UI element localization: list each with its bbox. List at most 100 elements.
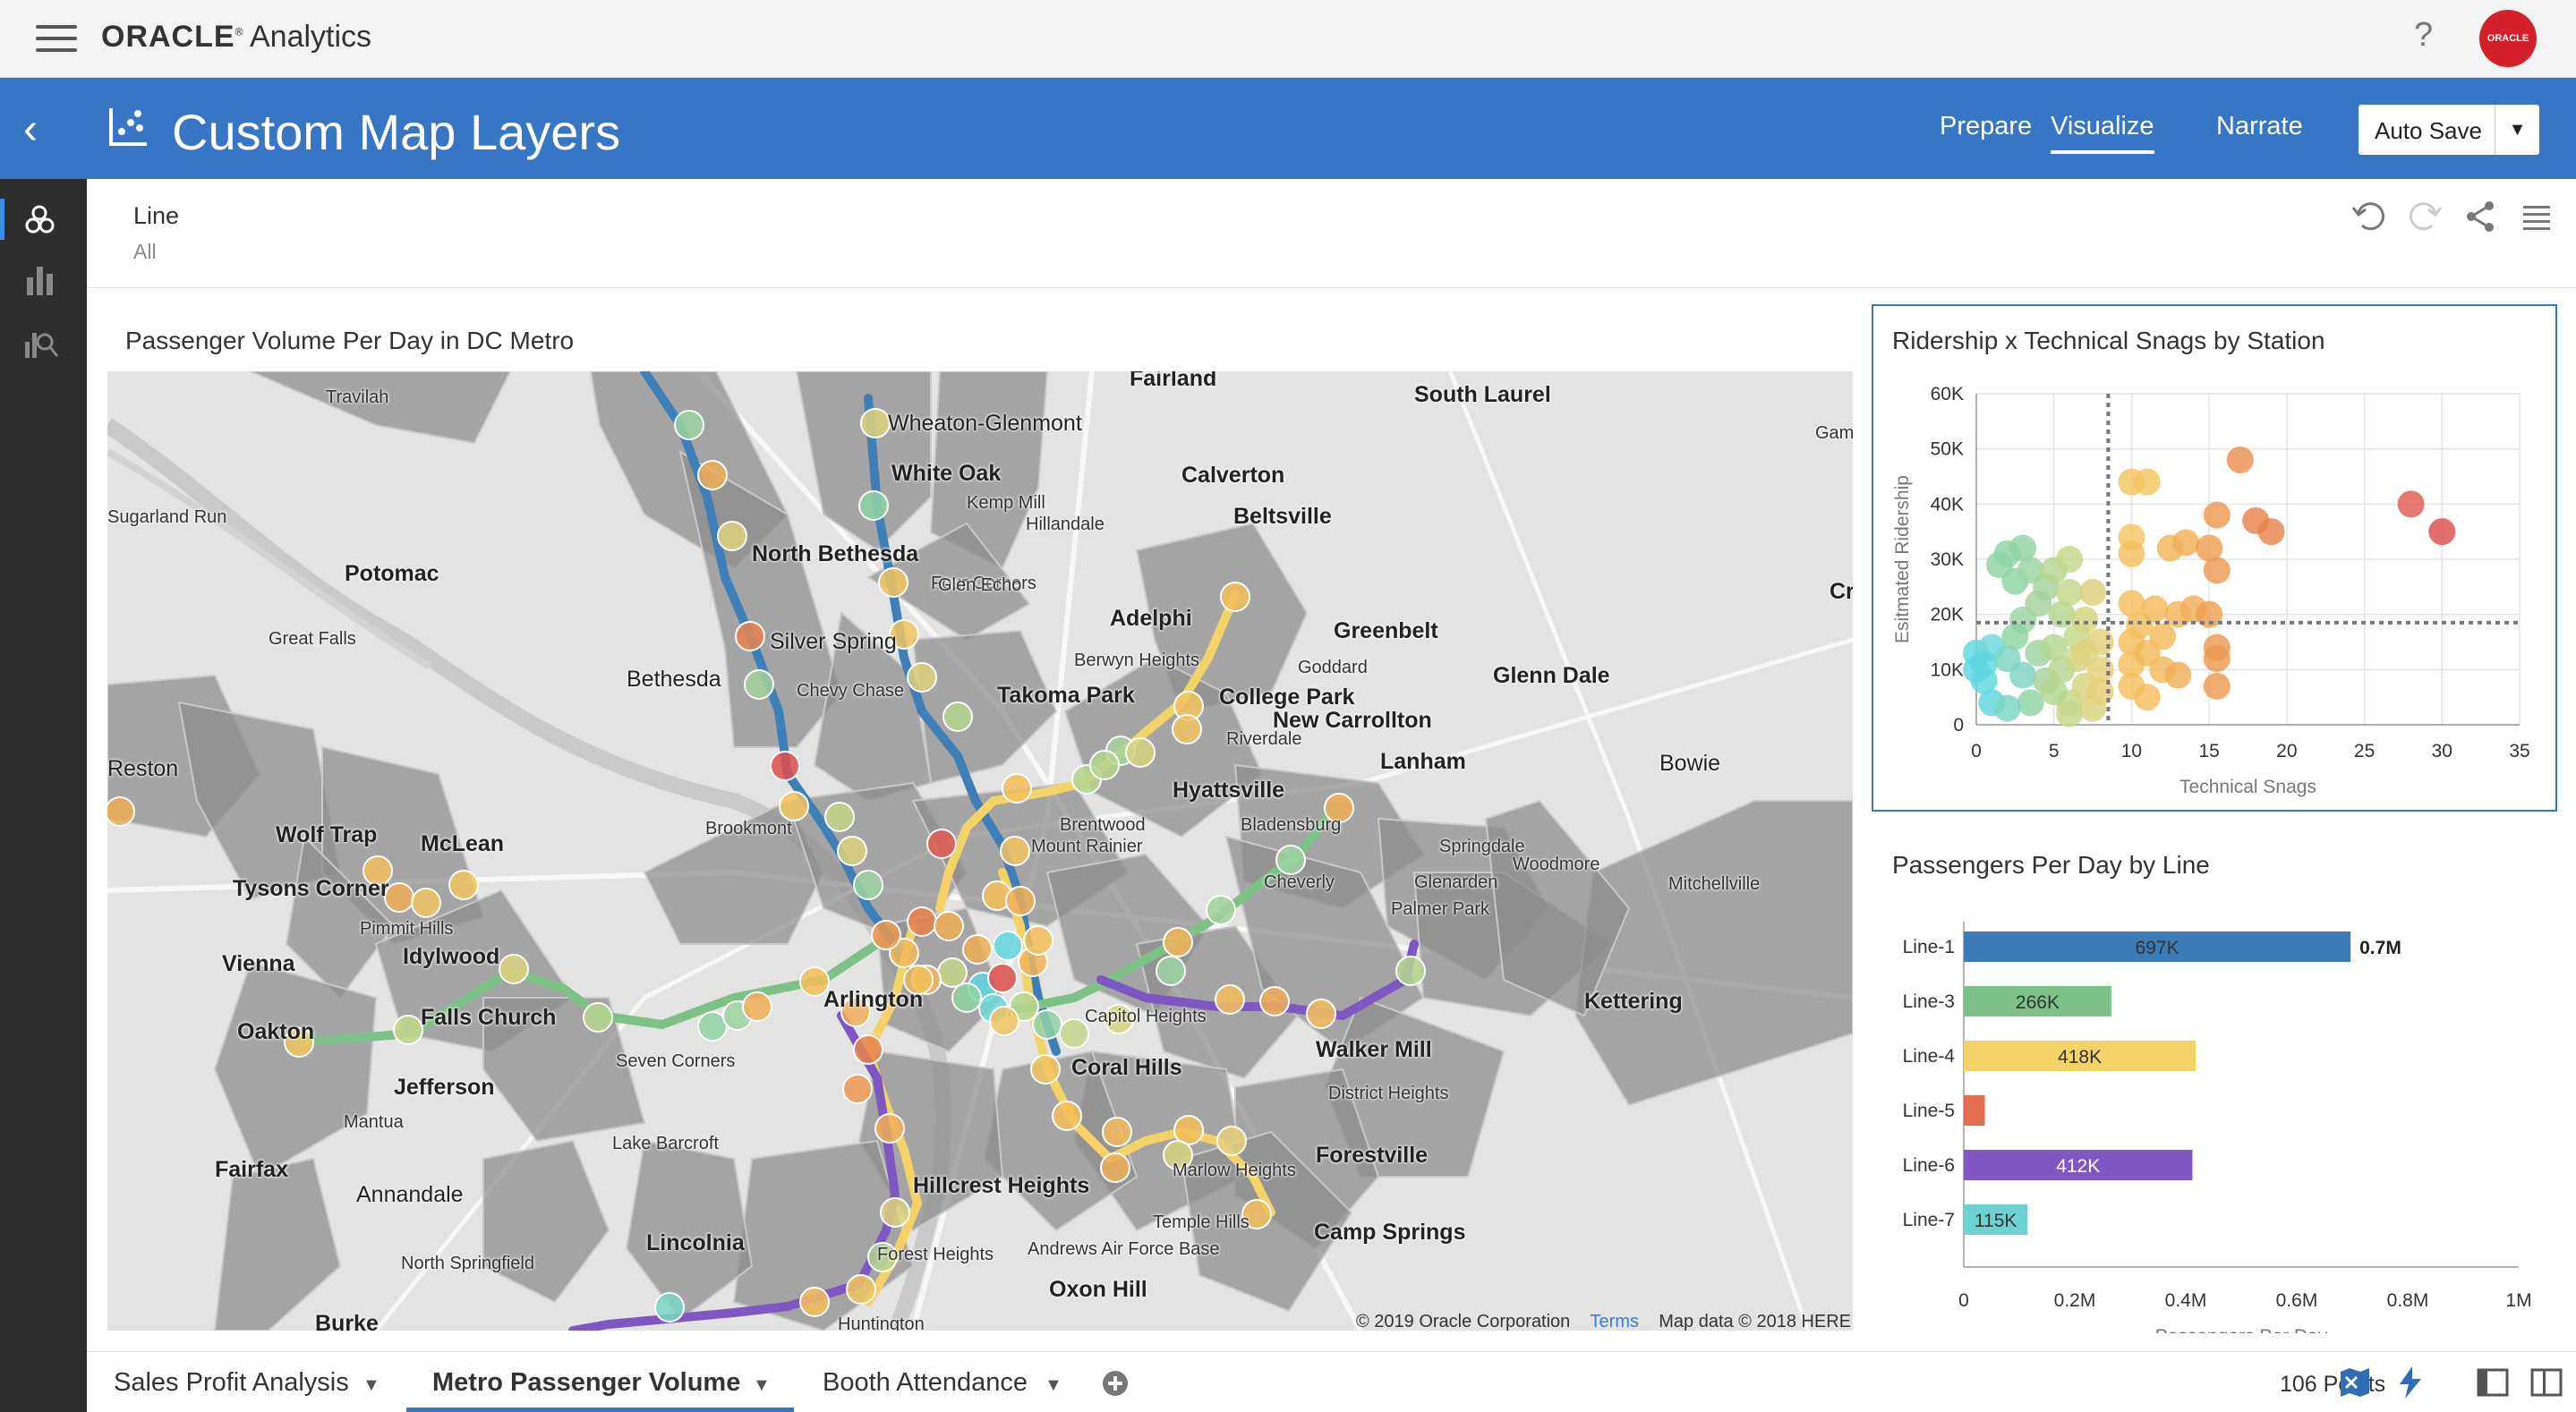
scatter-point: [2428, 518, 2456, 546]
top-header: ORACLE® Analytics ? ORACLE: [0, 0, 2576, 78]
scatter-point: [2118, 540, 2145, 567]
place-label-small: Mitchellville: [1668, 874, 1761, 894]
station-markers: [107, 408, 1426, 1323]
project-title-bar: ‹ Custom Map Layers Prepare Visualize Na…: [0, 78, 2576, 179]
lightning-icon[interactable]: [2393, 1365, 2428, 1400]
place-label-small: Mount Rainier: [1031, 837, 1143, 856]
place-label: Calverton: [1181, 463, 1285, 488]
auto-save-dropdown-icon[interactable]: ▼: [2495, 105, 2539, 155]
tab-booth-attendance[interactable]: Booth Attendance: [823, 1368, 1028, 1397]
menu-lines-icon[interactable]: [2516, 197, 2555, 236]
place-label-small: Cr: [1830, 579, 1853, 604]
bar-category-label: Line-1: [1903, 937, 1955, 957]
back-arrow-icon[interactable]: ‹: [23, 106, 38, 153]
place-label-small: Riverdale: [1226, 729, 1302, 749]
tab-menu-caret-icon[interactable]: ▼: [363, 1375, 380, 1395]
filter-line-value[interactable]: All: [133, 240, 157, 263]
oracle-analytics-logo: ORACLE® Analytics: [101, 20, 371, 55]
scatter-point: [2071, 639, 2099, 667]
rail-active-indicator: [0, 199, 4, 240]
map-title: Passenger Volume Per Day in DC Metro: [125, 327, 575, 354]
right-panel-toggle-icon[interactable]: [2529, 1365, 2564, 1400]
bar-value-label: 115K: [1975, 1211, 2017, 1231]
place-label: Adelphi: [1110, 606, 1192, 631]
scatter-y-tick: 60K: [1931, 384, 1964, 404]
map-selection-icon[interactable]: [2337, 1365, 2373, 1400]
place-label-small: Glen Echo: [938, 575, 1022, 595]
place-label-small: Sugarland Run: [107, 507, 227, 527]
user-avatar[interactable]: ORACLE: [2479, 10, 2537, 67]
place-label: Oxon Hill: [1049, 1277, 1147, 1302]
tab-menu-caret-icon[interactable]: ▼: [1045, 1375, 1062, 1395]
bar-category-label: Line-4: [1903, 1046, 1956, 1067]
redo-icon[interactable]: [2405, 197, 2444, 236]
place-label: Idylwood: [403, 944, 500, 969]
scatter-point: [2133, 684, 2161, 711]
scatter-point: [2133, 468, 2161, 496]
tab-sales-profit-analysis[interactable]: Sales Profit Analysis: [114, 1368, 349, 1397]
place-label-small: Gam: [1815, 423, 1853, 443]
bar-category-label: Line-6: [1903, 1155, 1955, 1176]
place-label: Beltsville: [1233, 504, 1332, 529]
undo-icon[interactable]: [2350, 197, 2389, 236]
add-canvas-icon[interactable]: [1100, 1368, 1130, 1399]
scatter-x-tick: 30: [2432, 741, 2452, 761]
place-label: Annandale: [356, 1182, 464, 1207]
bar-total-label: 0.7M: [2359, 938, 2401, 958]
place-label-small: Cheverly: [1264, 872, 1335, 892]
place-label-small: Hillandale: [1026, 515, 1105, 534]
tab-menu-caret-icon[interactable]: ▼: [753, 1375, 771, 1395]
tab-metro-passenger-volume[interactable]: Metro Passenger Volume: [432, 1368, 741, 1397]
bar-chart[interactable]: 0 0.2M 0.4M 0.6M 0.8M 1M Line-1 697K 0.7M Line-3 2…: [1880, 895, 2569, 1333]
scatter-point: [2226, 447, 2254, 473]
share-icon[interactable]: [2461, 197, 2500, 236]
brand-sup: ®: [235, 25, 243, 38]
scatter-x-tick: 10: [2121, 741, 2142, 761]
bar-x-tick: 0.6M: [2276, 1290, 2318, 1311]
place-label: South Laurel: [1414, 382, 1551, 407]
place-label: Lincolnia: [646, 1230, 745, 1255]
bar-value-label: 266K: [2016, 992, 2060, 1013]
place-label-small: Palmer Park: [1391, 899, 1490, 919]
brand-rest: Analytics: [243, 20, 372, 54]
data-panel-icon[interactable]: [20, 199, 61, 240]
bar-line-3: [1964, 986, 2111, 1016]
auto-save-control: Auto Save ▼: [2358, 105, 2539, 155]
dc-metro-map[interactable]: South Laurel Fairland Calverton Beltsvil…: [107, 371, 1853, 1331]
place-label-small: Pimmit Hills: [360, 919, 454, 939]
map-terms-link[interactable]: Terms: [1590, 1312, 1639, 1331]
map-attribution: © 2019 Oracle Corporation Terms Map data…: [1356, 1312, 1851, 1332]
bar-title: Passengers Per Day by Line: [1892, 851, 2210, 879]
place-label-small: Chevy Chase: [797, 681, 905, 701]
map-data-credit: Map data © 2018 HERE: [1659, 1312, 1852, 1331]
place-label: Potomac: [345, 561, 439, 586]
hamburger-menu-icon[interactable]: [36, 25, 77, 52]
place-label: Bethesda: [627, 667, 721, 692]
scatter-point: [2203, 501, 2231, 529]
scatter-title: Ridership x Technical Snags by Station: [1892, 327, 2325, 354]
scatter-y-tick: 30K: [1931, 549, 1964, 570]
bar-x-tick: 1M: [2505, 1290, 2531, 1311]
brand-bold: ORACLE: [101, 20, 235, 54]
project-chart-icon: [109, 108, 147, 146]
scatter-chart[interactable]: 0 5 10 15 20 25 30 35 0 10K 20K 30K 40K 50K 60K Technic…: [1880, 367, 2551, 805]
scatter-x-tick: 15: [2198, 741, 2219, 761]
nav-prepare[interactable]: Prepare: [1940, 112, 2033, 140]
place-label-small: Glenarden: [1414, 872, 1498, 892]
filter-line-label[interactable]: Line: [133, 202, 180, 229]
bar-category-label: Line-3: [1903, 991, 1955, 1012]
auto-save-button[interactable]: Auto Save: [2375, 117, 2482, 144]
nav-visualize[interactable]: Visualize: [2051, 112, 2154, 154]
place-label: Wolf Trap: [276, 822, 378, 847]
scatter-y-tick: 0: [1953, 715, 1964, 736]
visualizations-icon[interactable]: [20, 259, 61, 301]
bar-x-tick: 0.2M: [2054, 1290, 2096, 1311]
map-base-layer: [107, 371, 1853, 1331]
scatter-panel[interactable]: [1872, 304, 2557, 812]
place-label-small: District Heights: [1328, 1084, 1449, 1103]
left-panel-toggle-icon[interactable]: [2475, 1365, 2511, 1400]
scatter-point: [2149, 623, 2177, 651]
analytics-icon[interactable]: [20, 322, 61, 363]
nav-narrate[interactable]: Narrate: [2216, 112, 2303, 140]
help-icon[interactable]: ?: [2414, 16, 2434, 54]
